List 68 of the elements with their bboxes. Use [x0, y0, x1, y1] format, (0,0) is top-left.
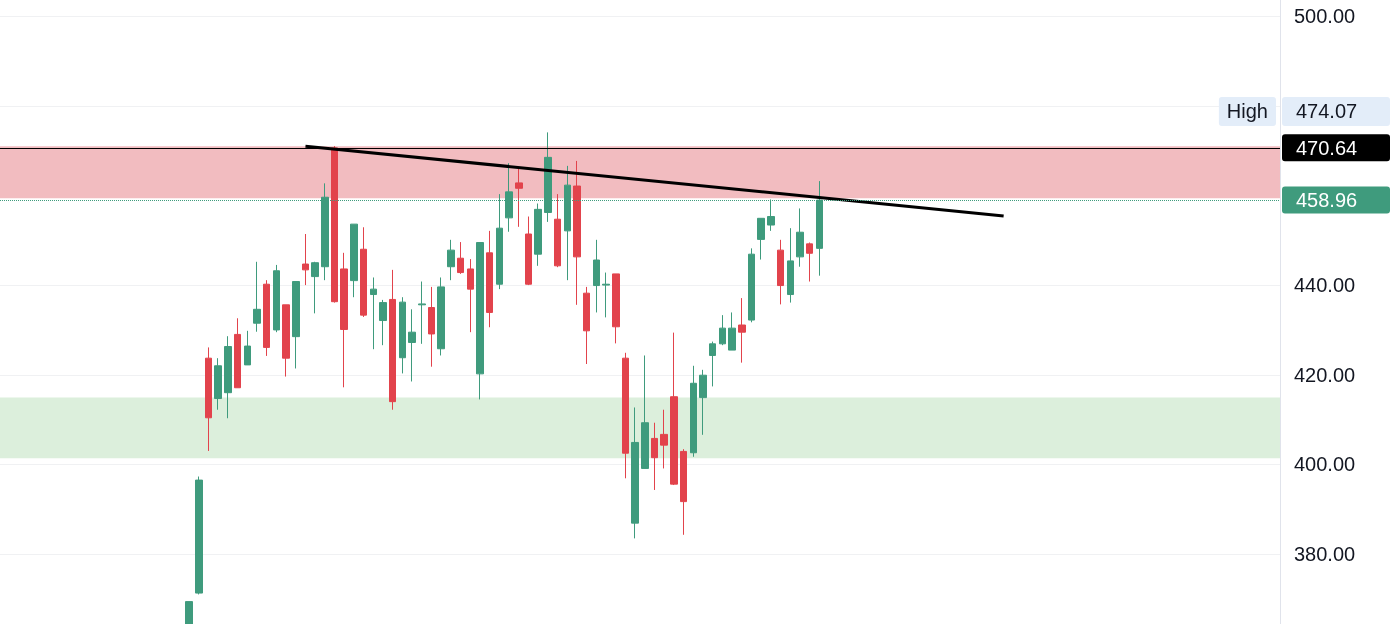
candlestick — [670, 332, 678, 486]
candlestick — [660, 409, 668, 469]
candlestick — [428, 286, 435, 368]
text: 474.07 — [1296, 100, 1358, 123]
candlestick — [370, 276, 377, 350]
candlestick — [437, 276, 445, 356]
candlestick — [641, 354, 649, 469]
candlestick — [534, 203, 542, 267]
candlestick — [709, 341, 716, 387]
candlestick — [311, 261, 319, 314]
candlestick — [690, 365, 697, 458]
candlestick — [195, 476, 203, 595]
candlestick — [457, 241, 464, 275]
annotation: High — [1226, 100, 1268, 123]
candlestick — [699, 369, 707, 436]
candlestick — [728, 311, 736, 351]
candlestick — [796, 207, 804, 268]
candlestick — [224, 335, 232, 419]
candlestick — [379, 299, 387, 346]
candlestick — [622, 352, 629, 479]
candlestick — [185, 601, 193, 624]
y-tick-label: 440.00 — [1294, 274, 1356, 297]
candlestick — [757, 217, 765, 261]
candlestick — [234, 317, 241, 389]
candlestick — [418, 281, 426, 345]
candlestick — [476, 242, 484, 400]
candlestick — [593, 239, 600, 313]
candlestick — [738, 297, 746, 364]
candlestick — [806, 242, 813, 283]
y-tick-label: 400.00 — [1294, 453, 1356, 476]
candlestick — [205, 346, 212, 452]
candlestick — [273, 264, 280, 333]
candlestick — [263, 279, 270, 357]
candlestick — [525, 216, 532, 286]
y-tick-label: 500.00 — [1294, 5, 1356, 28]
candlestick — [486, 230, 493, 328]
candlestick — [399, 296, 406, 374]
candlestick — [515, 168, 523, 228]
candlestick — [282, 304, 290, 378]
candlestick — [787, 227, 794, 304]
candlestick — [302, 233, 309, 286]
candlestick — [651, 422, 658, 491]
ref-line-label: 458.96 — [1296, 189, 1358, 212]
candlestick — [573, 160, 581, 306]
candlestick — [447, 239, 455, 281]
candlestick — [389, 269, 396, 411]
candlestick — [777, 239, 784, 305]
candlestick — [719, 314, 726, 346]
candlestick — [467, 258, 474, 333]
candlestick — [253, 261, 261, 333]
candlestick — [331, 145, 338, 304]
y-tick-label: 380.00 — [1294, 543, 1356, 566]
candlestick — [583, 286, 590, 365]
ref-line-label: 470.64 — [1296, 136, 1358, 159]
candlestick — [408, 308, 416, 382]
candlestick — [680, 448, 687, 536]
candlestick — [748, 247, 755, 323]
candlestick — [554, 193, 561, 268]
candlestick — [292, 281, 300, 369]
candlestick — [214, 357, 222, 411]
y-tick-label: 420.00 — [1294, 363, 1356, 386]
candlestick — [350, 223, 358, 298]
candlestick — [602, 272, 610, 318]
candlestick — [340, 252, 348, 388]
candlestick — [612, 273, 620, 344]
candlestick — [631, 406, 639, 539]
candlestick — [244, 330, 251, 366]
candlestick — [360, 226, 367, 318]
